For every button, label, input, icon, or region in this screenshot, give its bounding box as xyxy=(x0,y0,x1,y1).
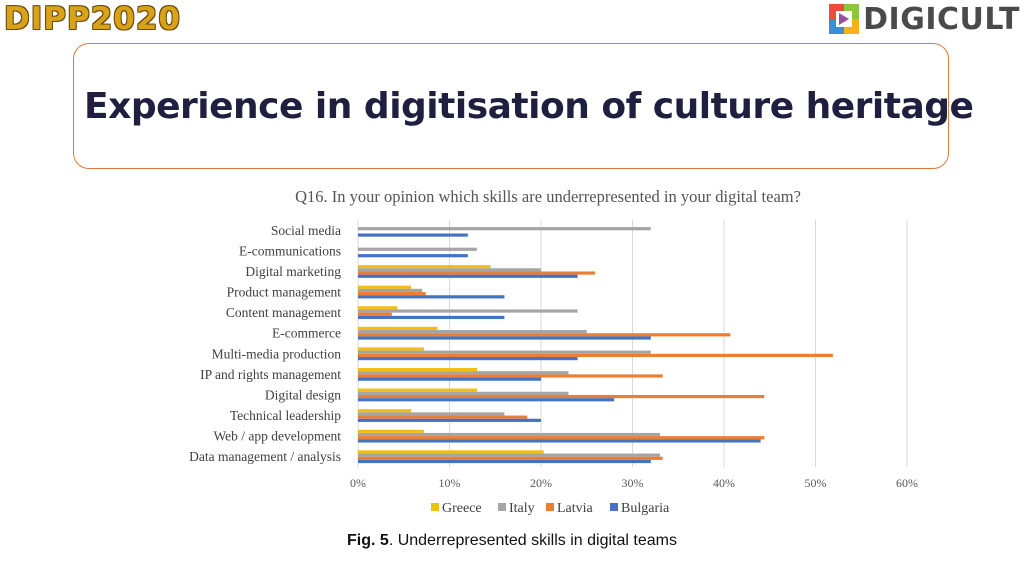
bar-bulgaria xyxy=(358,439,761,443)
bar-italy xyxy=(358,391,569,395)
bar-latvia xyxy=(358,394,765,399)
category-label: E-communications xyxy=(239,243,341,258)
dipp2020-logo-text: DIPP2020 xyxy=(4,1,181,37)
bar-italy xyxy=(358,288,423,293)
bar-italy xyxy=(358,350,651,354)
bar-latvia xyxy=(358,456,663,460)
legend-swatch xyxy=(610,503,618,511)
x-tick-label: 40% xyxy=(713,476,735,490)
category-label: Digital design xyxy=(265,387,341,402)
legend-swatch xyxy=(498,503,506,511)
bar-italy xyxy=(358,227,651,231)
category-label: Data management / analysis xyxy=(189,449,341,464)
bar-greece xyxy=(358,265,491,269)
x-tick-label: 50% xyxy=(805,476,827,490)
bar-italy xyxy=(358,247,477,251)
category-label: Content management xyxy=(226,305,341,320)
category-label: Social media xyxy=(271,223,341,238)
legend-label: Greece xyxy=(442,501,482,516)
legend-label: Latvia xyxy=(557,501,594,516)
bar-greece xyxy=(358,347,424,351)
legend-label: Bulgaria xyxy=(621,501,670,516)
category-label: E-commerce xyxy=(272,326,341,341)
legend-swatch xyxy=(431,503,439,511)
bar-greece xyxy=(358,367,477,372)
bar-bulgaria xyxy=(358,356,578,361)
category-label: Technical leadership xyxy=(230,408,341,423)
chart-title: Q16. In your opinion which skills are un… xyxy=(295,187,801,206)
bar-latvia xyxy=(358,353,833,357)
bar-bulgaria xyxy=(358,295,505,299)
x-tick-label: 10% xyxy=(439,476,461,490)
x-tick-label: 30% xyxy=(622,476,644,490)
digicult-mark-icon xyxy=(829,4,860,34)
title-box: Experience in digitisation of culture he… xyxy=(73,43,974,169)
category-label: Multi-media production xyxy=(212,346,342,361)
bar-greece xyxy=(358,388,477,392)
category-label: IP and rights management xyxy=(200,367,341,382)
bar-bulgaria xyxy=(358,274,578,278)
bar-greece xyxy=(358,429,424,433)
category-label: Digital marketing xyxy=(245,264,341,279)
bar-latvia xyxy=(358,312,392,316)
dipp2020-logo: DIPP2020 xyxy=(4,2,181,36)
chart-grid xyxy=(357,220,908,467)
bar-italy xyxy=(358,268,541,272)
bar-italy xyxy=(358,432,660,437)
x-tick-label: 60% xyxy=(896,476,918,490)
legend-swatch xyxy=(546,503,554,511)
digicult-logo: DIGICULT xyxy=(829,1,1020,37)
bar-latvia xyxy=(358,415,528,419)
category-label: Product management xyxy=(227,285,342,300)
bar-bulgaria xyxy=(358,315,505,320)
bar-greece xyxy=(358,285,412,289)
bar-greece xyxy=(358,306,398,310)
caption-text: . Underrepresented skills in digital tea… xyxy=(388,532,677,549)
figure-caption: Fig. 5. Underrepresented skills in digit… xyxy=(0,532,1024,550)
category-label: Web / app development xyxy=(214,429,342,444)
bar-latvia xyxy=(358,436,765,440)
bar-latvia xyxy=(358,333,731,337)
legend-label: Italy xyxy=(509,501,535,516)
caption-label: Fig. 5 xyxy=(347,532,389,549)
bar-greece xyxy=(358,450,544,454)
bar-bulgaria xyxy=(358,233,468,237)
page-title: Experience in digitisation of culture he… xyxy=(84,85,974,127)
bar-bulgaria xyxy=(358,254,468,258)
bar-italy xyxy=(358,330,587,334)
chart-y-labels: Social media E-communications Digital mark… xyxy=(189,223,341,464)
chart-bars xyxy=(358,227,833,464)
chart-x-labels: 0% 10% 20% 30% 40% 50% 60% xyxy=(350,476,918,490)
bar-italy xyxy=(358,371,569,375)
bar-italy xyxy=(358,412,505,416)
bar-italy xyxy=(358,453,660,457)
bar-bulgaria xyxy=(358,398,615,402)
bar-latvia xyxy=(358,292,426,296)
bar-greece xyxy=(358,326,438,331)
bar-italy xyxy=(358,309,578,313)
bar-latvia xyxy=(358,271,595,275)
bar-bulgaria xyxy=(358,336,651,340)
chart-legend: Greece Italy Latvia Bulgaria xyxy=(431,501,670,516)
bar-bulgaria xyxy=(358,418,541,422)
bar-latvia xyxy=(358,374,663,378)
x-tick-label: 20% xyxy=(530,476,552,490)
digicult-logo-text: DIGICULT xyxy=(863,1,1020,37)
bar-bulgaria xyxy=(358,377,541,381)
bar-greece xyxy=(358,409,412,413)
x-tick-label: 0% xyxy=(350,476,366,490)
bar-bulgaria xyxy=(358,459,651,464)
